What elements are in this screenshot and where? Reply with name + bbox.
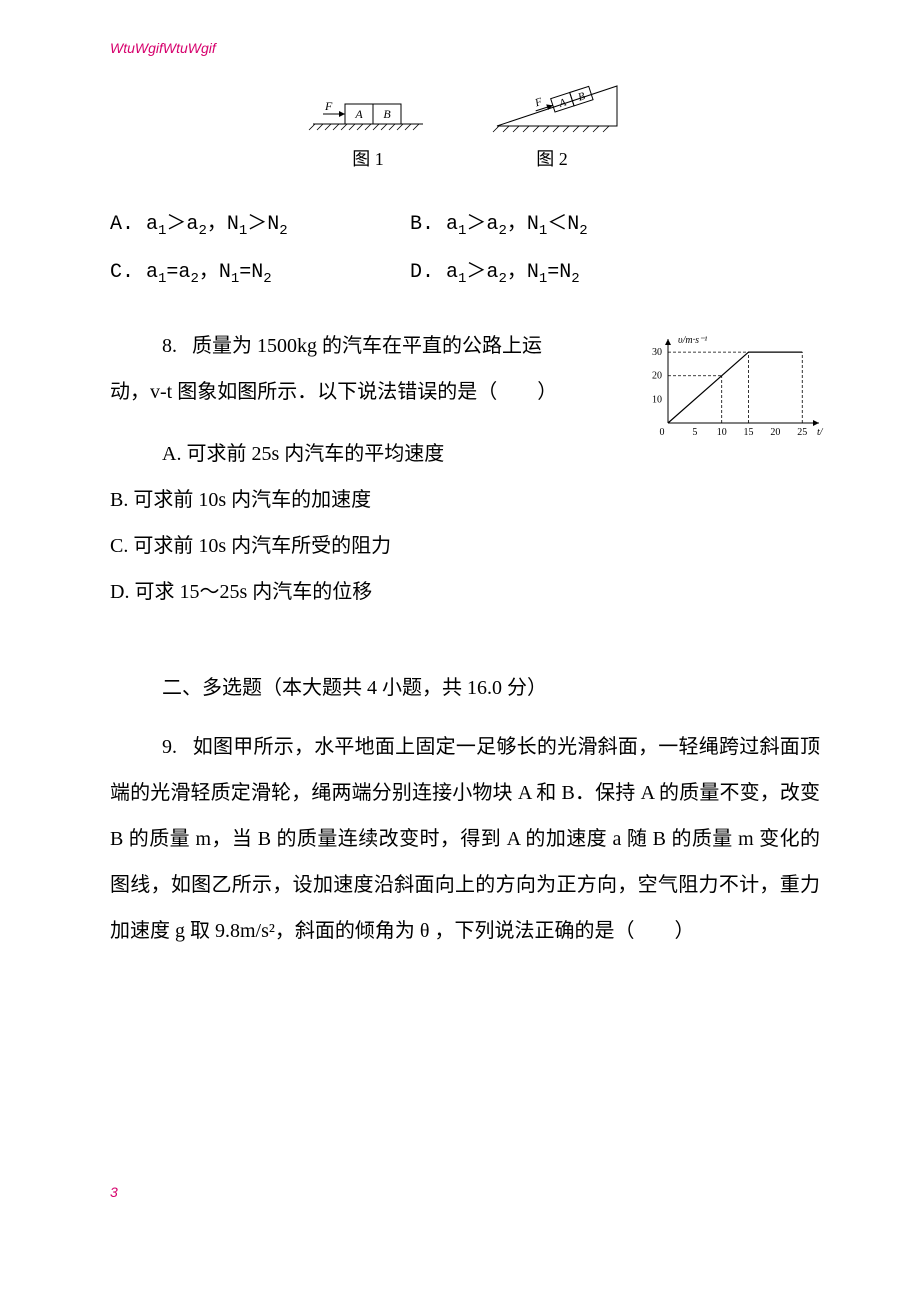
svg-text:20: 20 [652, 371, 662, 382]
svg-text:0: 0 [660, 427, 665, 438]
svg-text:20: 20 [770, 427, 780, 438]
q7-options: A. a1＞a2，N1＞N2 B. a1＞a2，N1＜N2 C. a1=a2，N… [110, 201, 820, 297]
q9-body: 如图甲所示，水平地面上固定一足够长的光滑斜面，一轻绳跨过斜面顶端的光滑轻质定滑轮… [110, 736, 820, 942]
q7-opt-c: C. a1=a2，N1=N2 [110, 249, 410, 297]
fig1-label-f: F [324, 99, 333, 113]
q8-opt-c: C. 可求前 10s 内汽车所受的阻力 [110, 523, 820, 569]
svg-text:30: 30 [652, 347, 662, 358]
q8-opt-d: D. 可求 15～25s 内汽车的位移 [110, 569, 820, 615]
vt-chart-svg: 0 5 10 15 20 25 10 20 30 υ/m·s⁻¹ t/ [640, 331, 830, 441]
q7-opt-a: A. a1＞a2，N1＞N2 [110, 201, 410, 249]
svg-text:10: 10 [652, 394, 662, 405]
q7-opt-d: D. a1＞a2，N1=N2 [410, 249, 820, 297]
svg-text:25: 25 [797, 427, 807, 438]
svg-text:5: 5 [692, 427, 697, 438]
vt-chart: 0 5 10 15 20 25 10 20 30 υ/m·s⁻¹ t/ [640, 331, 830, 446]
fig2-label-f: F [533, 96, 544, 110]
q9-number: 9. [162, 736, 177, 758]
svg-text:15: 15 [744, 427, 754, 438]
figure-1-label: 图 1 [303, 145, 433, 171]
figure-row: A B F 图 1 [110, 76, 820, 171]
figure-2-svg: A B F [477, 76, 627, 136]
svg-text:10: 10 [717, 427, 727, 438]
figure-2: A B F 图 2 [477, 76, 627, 171]
page-footer: 3 [110, 1184, 820, 1200]
figure-2-label: 图 2 [477, 145, 627, 171]
q8-line1: 质量为 1500kg 的汽车在平直的公路上运 [192, 335, 542, 357]
q7-opt-b: B. a1＞a2，N1＜N2 [410, 201, 820, 249]
svg-text:υ/m·s⁻¹: υ/m·s⁻¹ [678, 335, 707, 346]
q8-opt-b: B. 可求前 10s 内汽车的加速度 [110, 477, 820, 523]
figure-1-svg: A B F [303, 86, 433, 136]
svg-text:t/: t/ [817, 427, 824, 438]
page-header: WtuWgifWtuWgif [110, 40, 820, 56]
fig1-label-b: B [383, 107, 391, 121]
figure-1: A B F 图 1 [303, 86, 433, 171]
question-8: 8. 质量为 1500kg 的汽车在平直的公路上运 动，v-t 图象如图所示．以… [110, 323, 820, 615]
q8-number: 8. [162, 335, 177, 357]
fig1-label-a: A [354, 107, 363, 121]
section-2-title: 二、多选题（本大题共 4 小题，共 16.0 分） [110, 671, 820, 700]
question-9: 9. 如图甲所示，水平地面上固定一足够长的光滑斜面，一轻绳跨过斜面顶端的光滑轻质… [110, 724, 820, 954]
